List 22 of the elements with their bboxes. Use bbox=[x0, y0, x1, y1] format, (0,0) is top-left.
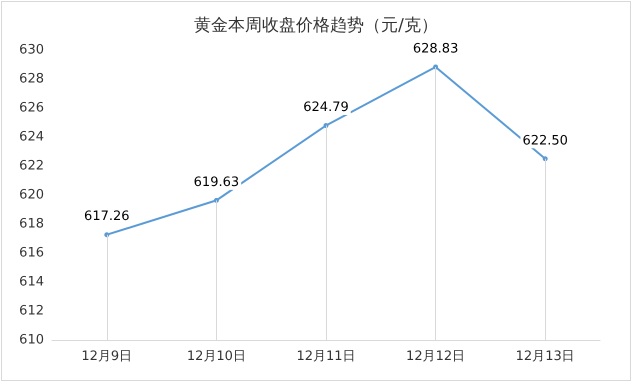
y-tick-label: 628 bbox=[19, 72, 44, 86]
y-tick-label: 616 bbox=[19, 246, 44, 260]
y-tick-label: 610 bbox=[19, 332, 44, 348]
y-tick-label: 630 bbox=[19, 42, 44, 58]
y-tick-label: 622 bbox=[19, 158, 44, 174]
x-tick-label: 12月11日 bbox=[296, 349, 356, 364]
text: 624.79 bbox=[303, 100, 349, 116]
x-tick-label: 12月12日 bbox=[406, 349, 466, 364]
x-tick-label: 12月10日 bbox=[186, 349, 246, 364]
y-tick-label: 620 bbox=[19, 188, 44, 202]
text: 622.50 bbox=[522, 133, 568, 148]
y-tick-label: 614 bbox=[19, 274, 44, 290]
y-tick-label: 624 bbox=[19, 130, 44, 144]
y-tick-label: 612 bbox=[19, 304, 44, 318]
text: 619.63 bbox=[194, 174, 240, 190]
y-tick-label: 626 bbox=[19, 100, 44, 116]
chart-title: 黄金本周收盘价格趋势（元/克） bbox=[194, 16, 438, 36]
text: 617.26 bbox=[84, 209, 130, 224]
text: 628.83 bbox=[412, 41, 458, 56]
x-tick-label: 12月9日 bbox=[81, 349, 132, 364]
x-tick-label: 12月13日 bbox=[516, 349, 575, 364]
y-tick-label: 618 bbox=[19, 216, 44, 232]
